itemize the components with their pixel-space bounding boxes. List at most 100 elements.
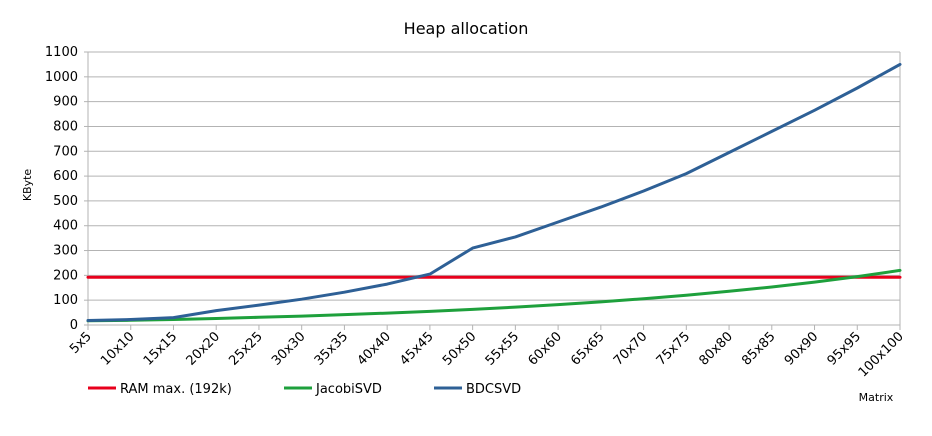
data-point — [172, 316, 175, 319]
series-line-bdcsvd — [86, 62, 902, 322]
data-point — [300, 315, 303, 317]
data-point — [899, 276, 901, 279]
data-point — [685, 276, 688, 279]
x-tick-label: 55x55 — [483, 329, 522, 368]
data-point — [813, 276, 816, 279]
x-tick-label: 80x80 — [696, 329, 735, 368]
data-point — [600, 301, 602, 303]
data-point — [642, 297, 645, 300]
data-point — [386, 283, 388, 285]
y-tick-label: 300 — [53, 244, 78, 259]
y-tick-label: 900 — [53, 95, 78, 110]
y-tick-label: 200 — [53, 268, 78, 283]
data-point — [215, 317, 218, 320]
x-tick-label: 45x45 — [397, 329, 436, 368]
data-point — [770, 286, 773, 288]
x-tick-label: 60x60 — [525, 329, 564, 368]
data-point — [429, 273, 431, 275]
x-tick-label: 75x75 — [654, 329, 693, 368]
y-tick-label: 0 — [70, 318, 78, 333]
data-point — [471, 247, 474, 249]
y-tick-label: 600 — [53, 169, 78, 184]
data-point — [899, 269, 901, 272]
x-tick-label: 15x15 — [141, 329, 180, 368]
data-point — [87, 319, 89, 322]
x-tick-label: 40x40 — [355, 329, 394, 368]
x-tick-label: 10x10 — [98, 329, 137, 368]
x-tick-label: 95x95 — [825, 329, 864, 368]
y-tick-label: 1100 — [45, 45, 78, 60]
axes — [84, 51, 901, 330]
data-point — [172, 318, 175, 321]
x-tick-label: 65x65 — [568, 329, 607, 368]
data-point — [856, 87, 859, 89]
data-point — [728, 151, 730, 154]
data-point — [600, 206, 602, 208]
data-point — [343, 291, 346, 294]
y-tick-label: 1000 — [45, 70, 78, 85]
x-tick-label: 70x70 — [611, 329, 650, 368]
y-tick-label: 800 — [53, 119, 78, 134]
data-point — [129, 276, 132, 279]
data-point — [87, 276, 89, 279]
data-point — [899, 63, 901, 66]
data-point — [300, 298, 303, 300]
x-tick-label: 85x85 — [739, 329, 778, 368]
x-tick-labels: 5x5 10x10 15x15 20x20 25x25 30x30 35x35 40x40 45… — [67, 329, 907, 380]
y-tick-label: 100 — [53, 293, 78, 308]
data-point — [600, 276, 602, 279]
legend-label: BDCSVD — [466, 382, 521, 397]
x-tick-label: 50x50 — [440, 329, 479, 368]
data-point — [685, 294, 688, 297]
x-tick-label: 100x100 — [856, 329, 907, 380]
data-point — [770, 130, 773, 133]
data-point — [642, 276, 645, 279]
data-point — [386, 312, 388, 314]
data-point — [728, 276, 730, 279]
legend-label: RAM max. (192k) — [120, 382, 232, 397]
data-point — [429, 276, 431, 279]
data-point — [685, 172, 688, 175]
y-tick-labels: 0 100 200 300 400 500 600 700 800 900 1000 1100 — [45, 45, 78, 333]
data-point — [813, 109, 816, 112]
x-tick-label: 90x90 — [782, 329, 821, 368]
data-point — [172, 276, 175, 279]
data-point — [856, 275, 859, 278]
data-point — [471, 276, 474, 279]
data-point — [514, 236, 517, 238]
data-point — [770, 276, 773, 279]
data-point — [471, 308, 474, 311]
data-point — [557, 221, 559, 223]
x-tick-label: 20x20 — [184, 329, 223, 368]
data-point — [258, 276, 260, 279]
data-point — [343, 313, 346, 316]
data-point — [557, 303, 559, 306]
data-point — [129, 318, 132, 321]
data-point — [258, 316, 260, 319]
data-point — [813, 281, 816, 283]
data-point — [642, 190, 645, 192]
data-point — [514, 276, 517, 279]
legend-label: JacobiSVD — [315, 382, 382, 397]
y-axis-label: KByte — [21, 169, 34, 202]
x-axis-label: Matrix — [859, 391, 894, 404]
data-point — [215, 276, 218, 279]
x-tick-label: 30x30 — [269, 329, 308, 368]
y-tick-label: 700 — [53, 144, 78, 159]
x-tick-label: 25x25 — [226, 329, 265, 368]
chart-title: Heap allocation — [404, 19, 529, 38]
data-point — [429, 310, 431, 313]
legend: RAM max. (192k) JacobiSVD BDCSVD — [88, 382, 521, 397]
data-point — [343, 276, 346, 279]
data-point — [386, 276, 388, 279]
x-tick-label: 35x35 — [312, 329, 351, 368]
series-lines — [86, 62, 902, 323]
data-point — [300, 276, 303, 279]
gridlines — [88, 51, 900, 326]
series-line-jacobisvd — [86, 268, 902, 323]
data-point — [728, 290, 730, 293]
y-tick-label: 500 — [53, 194, 78, 209]
data-point — [557, 276, 559, 279]
x-tick-label: 5x5 — [67, 329, 95, 357]
